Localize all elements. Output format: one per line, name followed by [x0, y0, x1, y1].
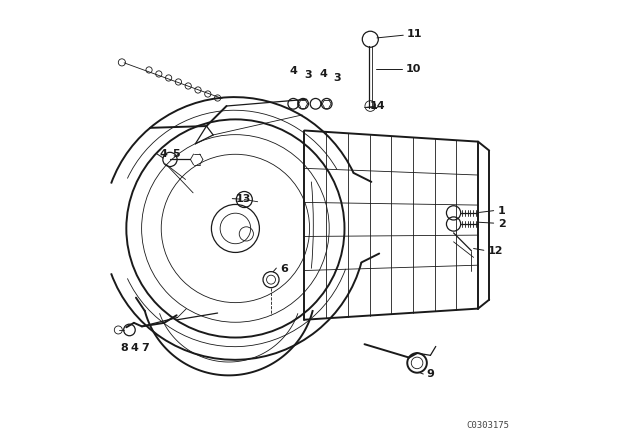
Text: 14: 14	[370, 101, 385, 112]
Text: 11: 11	[407, 29, 422, 39]
Text: 4: 4	[319, 69, 327, 79]
Text: 4: 4	[131, 343, 139, 353]
Text: 5: 5	[172, 149, 179, 159]
Text: 2: 2	[498, 219, 506, 229]
Text: 4: 4	[290, 66, 298, 76]
Text: 3: 3	[305, 70, 312, 80]
Text: 8: 8	[120, 343, 128, 353]
Text: 3: 3	[333, 73, 341, 83]
Text: 4: 4	[160, 149, 168, 159]
Text: 10: 10	[406, 64, 421, 74]
Text: C0303175: C0303175	[467, 421, 510, 430]
Text: 1: 1	[498, 206, 506, 215]
Text: 12: 12	[488, 246, 503, 256]
Text: 6: 6	[280, 263, 288, 274]
Text: 13: 13	[236, 194, 251, 204]
Text: 9: 9	[427, 370, 435, 379]
Text: 7: 7	[141, 343, 148, 353]
